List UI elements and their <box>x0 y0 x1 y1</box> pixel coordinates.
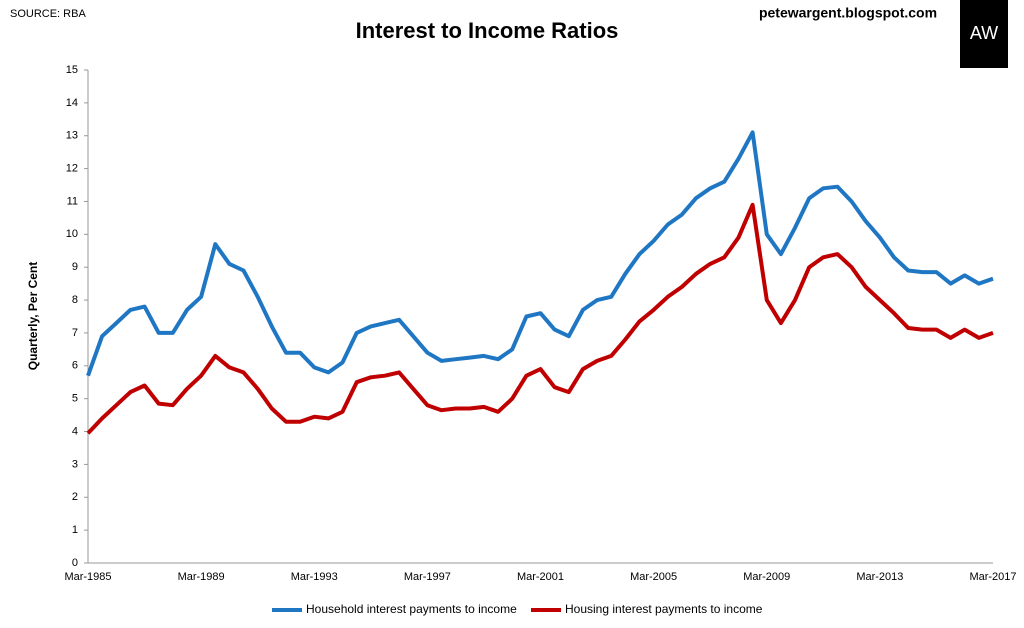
legend-label: Housing interest payments to income <box>565 602 763 616</box>
y-tick-label: 8 <box>72 294 78 306</box>
x-tick-label: Mar-2013 <box>856 571 903 583</box>
x-tick-label: Mar-2005 <box>630 571 677 583</box>
y-tick-label: 6 <box>72 360 78 372</box>
line-series <box>86 202 994 435</box>
x-tick-label: Mar-2017 <box>969 571 1016 583</box>
y-tick-label: 10 <box>66 228 78 240</box>
y-tick-label: 13 <box>66 130 78 142</box>
chart-title: Interest to Income Ratios <box>356 18 619 43</box>
y-tick-label: 5 <box>72 393 78 405</box>
y-tick-label: 11 <box>67 195 78 207</box>
line-series <box>86 130 994 377</box>
y-tick-label: 14 <box>66 97 78 109</box>
y-tick-label: 4 <box>72 425 78 437</box>
x-tick-label: Mar-1985 <box>64 571 111 583</box>
y-tick-label: 9 <box>72 261 78 273</box>
y-axis-label: Quarterly, Per Cent <box>26 262 40 370</box>
y-tick-label: 15 <box>66 64 78 76</box>
y-tick-label: 2 <box>72 491 78 503</box>
x-tick-label: Mar-1989 <box>178 571 225 583</box>
y-tick-label: 12 <box>66 163 78 175</box>
y-tick-label: 7 <box>72 327 78 339</box>
logo: AW <box>970 23 998 43</box>
y-tick-label: 0 <box>72 557 78 569</box>
x-tick-label: Mar-1993 <box>291 571 338 583</box>
logo-box <box>960 0 1008 68</box>
y-tick-label: 1 <box>72 524 78 536</box>
source: SOURCE: RBA <box>10 8 86 20</box>
legend-label: Household interest payments to income <box>306 602 517 616</box>
x-tick-label: Mar-2001 <box>517 571 564 583</box>
y-tick-label: 3 <box>72 458 78 470</box>
site: petewargent.blogspot.com <box>759 5 937 21</box>
x-tick-label: Mar-1997 <box>404 571 451 583</box>
x-tick-label: Mar-2009 <box>743 571 790 583</box>
